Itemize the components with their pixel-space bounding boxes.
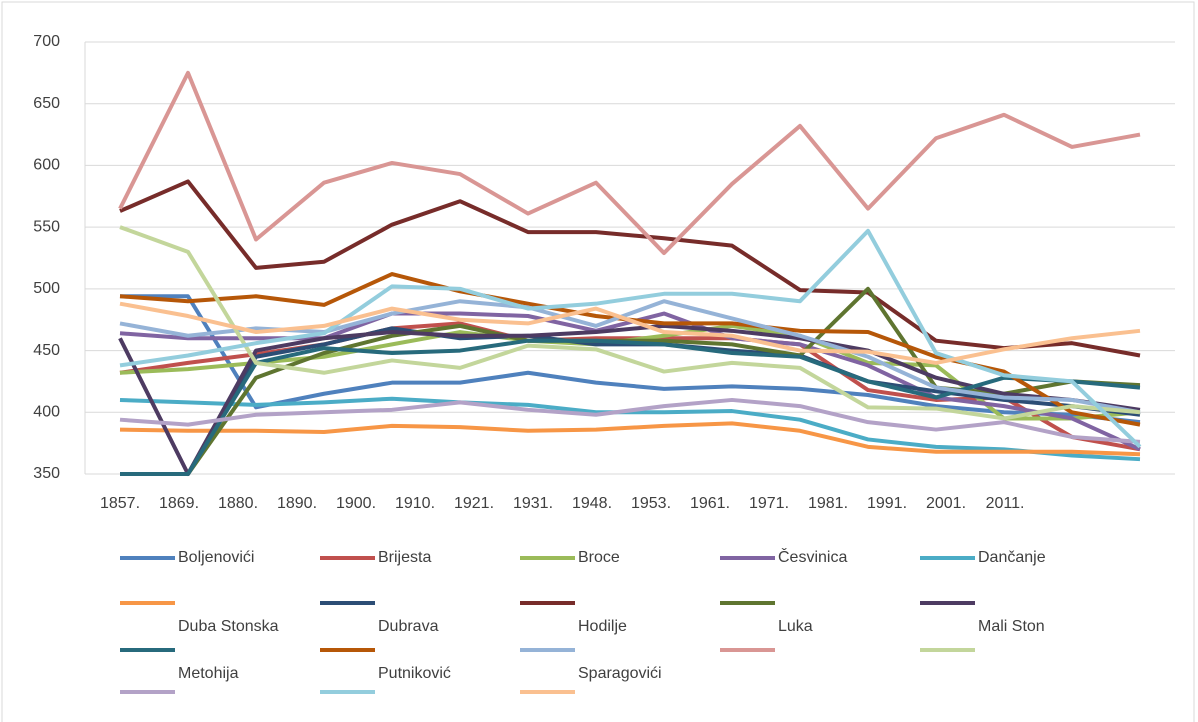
- x-tick-label: 1948.: [572, 495, 612, 512]
- legend-label: Mali Ston: [978, 618, 1045, 635]
- x-tick-label: 1953.: [631, 495, 671, 512]
- y-tick-label: 500: [33, 280, 60, 297]
- x-tick-label: 1857.: [100, 495, 140, 512]
- x-tick-label: 1890.: [277, 495, 317, 512]
- series-line: [119, 179, 1141, 358]
- series-line: [119, 301, 1141, 365]
- y-tick-label: 600: [33, 157, 60, 174]
- x-tick-label: 1931.: [513, 495, 553, 512]
- legend-label: Dančanje: [978, 549, 1046, 566]
- series-line: [119, 397, 1141, 444]
- x-tick-label: 2001.: [926, 495, 966, 512]
- legend-label: Putniković: [378, 665, 451, 682]
- legend-label: Česvinica: [778, 547, 847, 566]
- series-line: [119, 225, 1141, 421]
- x-tick-label: 1880.: [218, 495, 258, 512]
- y-tick-label: 650: [33, 95, 60, 112]
- x-tick-label: 2011.: [986, 495, 1025, 512]
- x-tick-label: 1869.: [159, 495, 199, 512]
- x-tick-label: 1900.: [336, 495, 376, 512]
- series-line: [120, 338, 1141, 476]
- legend-label: Broce: [578, 549, 620, 566]
- series-line: [118, 70, 1141, 256]
- y-tick-label: 550: [33, 218, 60, 235]
- legend-label: Boljenovići: [178, 549, 254, 566]
- x-tick-label: 1981.: [808, 495, 848, 512]
- x-tick-label: 1971.: [749, 495, 789, 512]
- y-tick-label: 450: [33, 342, 60, 359]
- series-line: [119, 421, 1141, 457]
- series-line: [120, 294, 1141, 425]
- x-tick-label: 1961.: [690, 495, 730, 512]
- legend-label: Hodilje: [578, 618, 627, 635]
- x-tick-label: 1991.: [867, 495, 907, 512]
- legend-label: Dubrava: [378, 618, 439, 635]
- series-line: [119, 228, 1142, 449]
- legend-label: Brijesta: [378, 549, 431, 566]
- legend-label: Sparagovići: [578, 665, 662, 682]
- y-tick-label: 350: [33, 465, 60, 482]
- y-tick-label: 700: [33, 33, 60, 50]
- x-tick-label: 1921.: [454, 495, 494, 512]
- legend-label: Duba Stonska: [178, 618, 279, 635]
- y-tick-label: 400: [33, 404, 60, 421]
- legend-label: Metohija: [178, 665, 239, 682]
- legend-label: Luka: [778, 618, 813, 635]
- x-tick-label: 1910.: [395, 495, 435, 512]
